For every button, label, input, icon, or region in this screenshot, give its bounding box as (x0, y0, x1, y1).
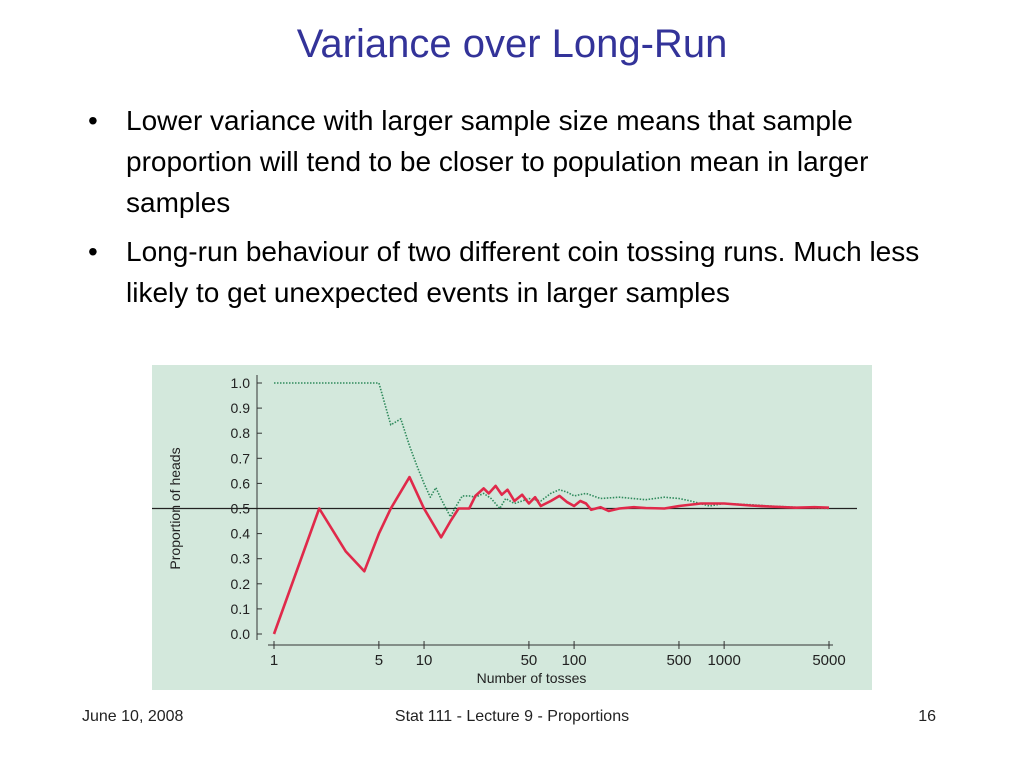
x-tick-label: 100 (562, 652, 587, 669)
y-tick-label: 0.2 (231, 576, 251, 592)
x-tick-label: 1 (270, 652, 278, 669)
series-green-line (274, 382, 830, 518)
slide-title: Variance over Long-Run (296, 22, 728, 66)
bullet-item: • Long-run behaviour of two different co… (88, 231, 958, 313)
y-tick-label: 0.1 (231, 601, 251, 617)
y-tick-label: 0.3 (231, 551, 251, 567)
bullet-text: Lower variance with larger sample size m… (126, 105, 869, 218)
x-tick-label: 5 (375, 652, 383, 669)
x-axis-label: Number of tosses (477, 670, 587, 686)
y-tick-label: 0.6 (231, 475, 251, 491)
x-tick-label: 500 (666, 652, 691, 669)
bullet-text: Long-run behaviour of two different coin… (126, 236, 920, 308)
bullet-icon: • (88, 105, 98, 136)
bullet-item: • Lower variance with larger sample size… (88, 100, 958, 223)
chart-background (152, 365, 872, 690)
footer-course: Stat 111 - Lecture 9 - Proportions (394, 708, 630, 725)
proportion-chart: 0.00.10.20.30.40.50.60.70.80.91.01 5 10 50 1… (152, 365, 872, 690)
y-tick-label: 0.8 (231, 425, 251, 441)
y-tick-label: 0.4 (231, 526, 251, 542)
x-tick-label: 50 (521, 652, 538, 669)
footer-date: June 10, 2008 (82, 708, 184, 725)
x-tick-label: 10 (416, 652, 433, 669)
x-tick-label: 1000 (707, 652, 740, 669)
bullet-icon: • (88, 236, 98, 267)
y-tick-label: 0.0 (231, 626, 251, 642)
y-tick-label: 0.7 (231, 450, 251, 466)
x-tick-label: 5000 (812, 652, 845, 669)
footer-page-number: 16 (918, 708, 936, 725)
y-tick-label: 0.9 (231, 400, 251, 416)
y-tick-label: 1.0 (231, 375, 251, 391)
bullet-list: • Lower variance with larger sample size… (88, 100, 958, 321)
series-red-line (272, 475, 830, 635)
